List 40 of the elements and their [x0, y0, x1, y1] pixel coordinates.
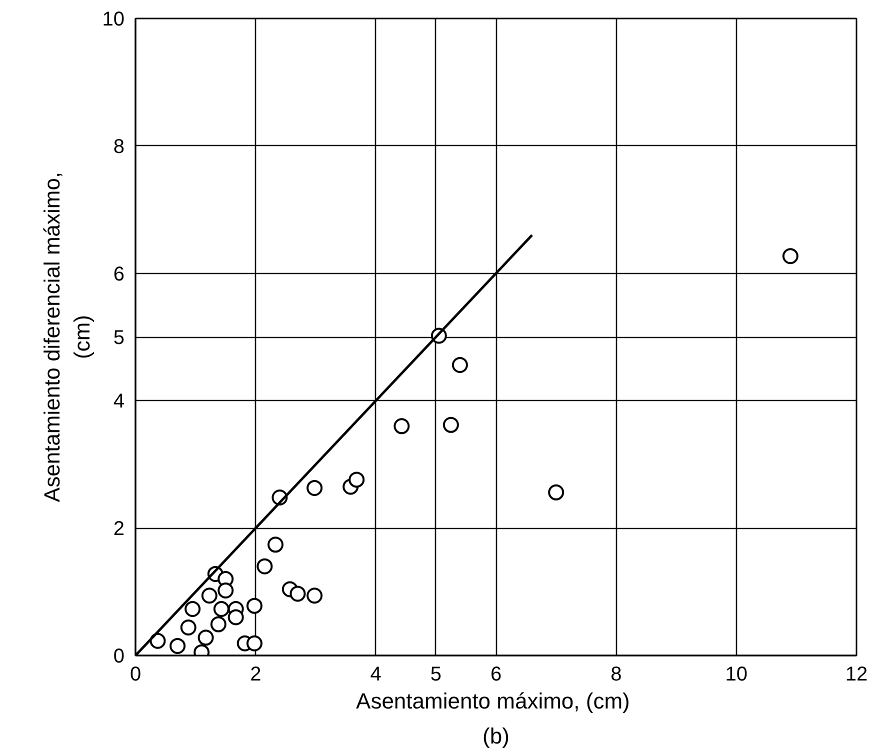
point	[306, 480, 323, 496]
point	[180, 619, 196, 636]
y-tick-label: 5	[113, 327, 124, 349]
point	[213, 601, 230, 617]
point	[246, 635, 262, 652]
point	[201, 588, 218, 604]
x-tick-label: 8	[610, 664, 622, 686]
y-tick-label: 2	[113, 518, 124, 540]
x-tick-label: 12	[845, 664, 868, 686]
y-tick-label: 4	[113, 390, 124, 413]
x-tick-label: 6	[490, 664, 502, 686]
point	[442, 416, 459, 433]
x-tick-label: 0	[130, 664, 142, 686]
x-tick-label: 2	[250, 664, 262, 686]
x-axis-title: Asentamiento máximo, (cm)	[356, 688, 630, 714]
point	[548, 484, 564, 500]
point	[210, 616, 226, 632]
y-axis-title: Asentamiento diferencial máximo, (cm)	[39, 172, 94, 502]
point	[782, 248, 798, 264]
x-tick-label: 4	[370, 664, 382, 686]
point	[394, 418, 410, 434]
y-tick-label: 8	[113, 136, 124, 158]
point	[348, 472, 365, 488]
point	[246, 598, 262, 614]
x-tick-label: 5	[430, 664, 442, 686]
point	[198, 630, 214, 646]
point	[306, 588, 323, 604]
point	[228, 609, 244, 626]
point	[452, 357, 468, 374]
point	[184, 601, 201, 617]
text: (b)	[482, 724, 510, 748]
point	[256, 558, 273, 574]
point	[218, 582, 234, 599]
x-tick-label: 10	[725, 664, 748, 686]
point	[267, 536, 284, 553]
y-tick-label: 0	[113, 646, 124, 668]
point	[290, 586, 306, 602]
y-tick-label: 10	[102, 8, 125, 30]
point	[170, 638, 186, 654]
y-tick-label: 6	[113, 263, 124, 286]
